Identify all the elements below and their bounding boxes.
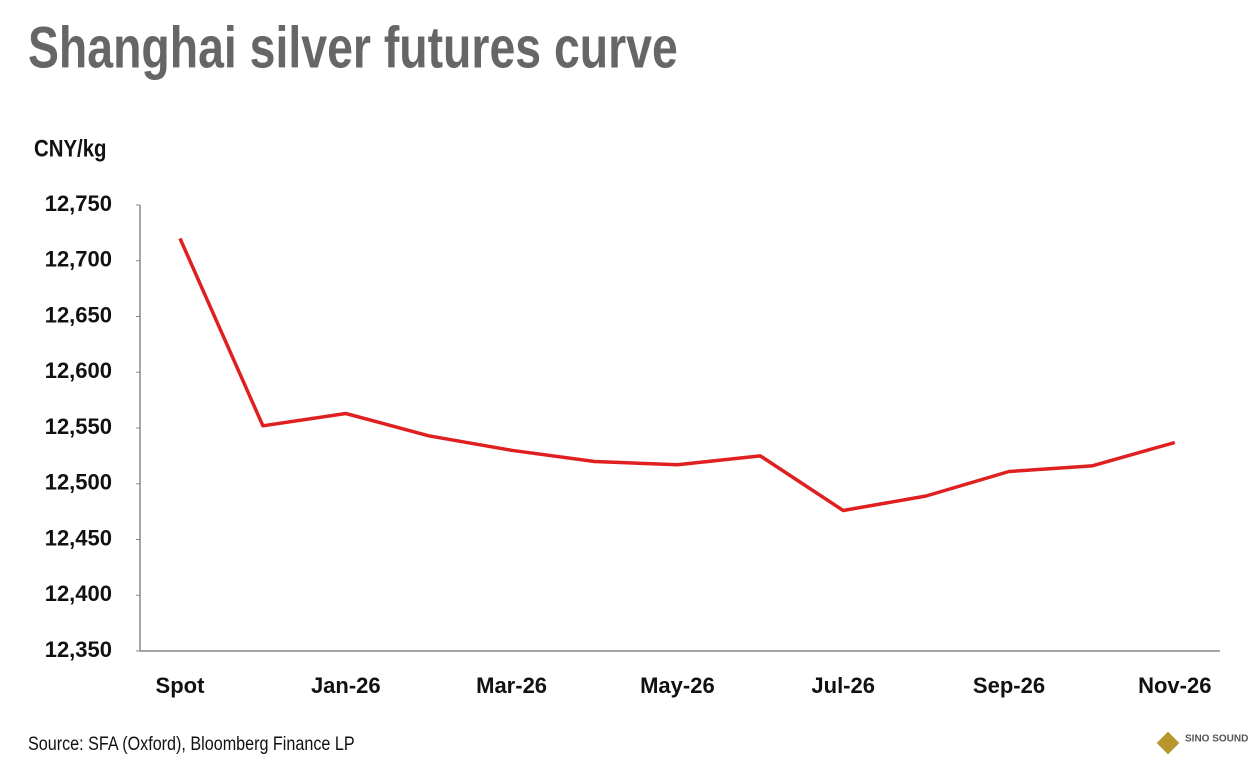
y-tick-label: 12,700 (45, 247, 112, 272)
y-tick-label: 12,600 (45, 358, 112, 383)
y-tick-label: 12,650 (45, 302, 112, 327)
x-tick-label: Jul-26 (811, 673, 875, 698)
source-note: Source: SFA (Oxford), Bloomberg Finance … (28, 733, 355, 755)
x-tick-label: Nov-26 (1138, 673, 1211, 698)
y-tick-label: 12,500 (45, 470, 112, 495)
watermark: SINO SOUND (1185, 734, 1248, 745)
line-series (178, 237, 1176, 513)
x-tick-label: Mar-26 (476, 673, 547, 698)
y-tick-label: 12,750 (45, 191, 112, 216)
x-tick-label: May-26 (640, 673, 715, 698)
x-tick-label: Sep-26 (973, 673, 1045, 698)
y-tick-label: 12,450 (45, 525, 112, 550)
y-axis-unit: CNY/kg (34, 135, 107, 162)
chart-title: Shanghai silver futures curve (28, 15, 678, 80)
logo: SINO SOUND (1156, 731, 1248, 755)
x-tick-label: Jan-26 (311, 673, 381, 698)
x-tick-label: Spot (156, 673, 206, 698)
y-tick-label: 12,350 (45, 637, 112, 662)
y-tick-label: 12,550 (45, 414, 112, 439)
y-tick-label: 12,400 (45, 581, 112, 606)
